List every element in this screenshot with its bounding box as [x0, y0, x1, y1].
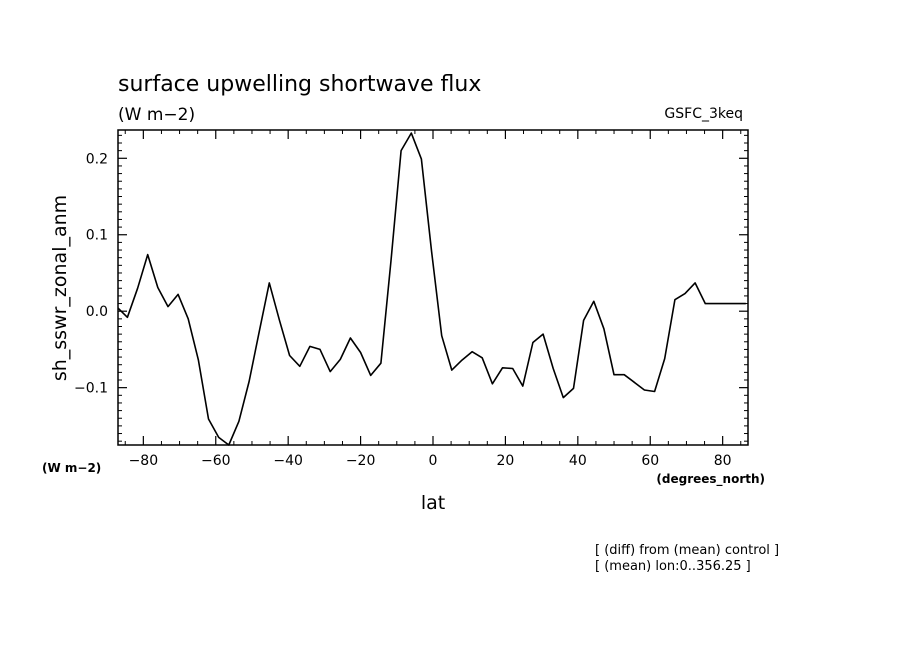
chart-title: surface upwelling shortwave flux: [118, 72, 481, 97]
x-axis-title: lat: [421, 492, 445, 514]
x-tick-label: −60: [201, 453, 231, 469]
x-axis-ticks: [124, 130, 742, 445]
y-tick-label: 0.0: [86, 304, 108, 320]
y-units-label: (W m−2): [42, 461, 101, 475]
x-tick-label: 40: [569, 453, 587, 469]
y-axis-ticks: [118, 134, 748, 442]
x-tick-label: 20: [496, 453, 514, 469]
y-tick-label: 0.2: [86, 151, 108, 167]
y-tick-label: 0.1: [86, 228, 108, 244]
x-units-label: (degrees_north): [656, 472, 765, 487]
source-label: GSFC_3keq: [664, 106, 743, 122]
x-tick-label: 0: [429, 453, 438, 469]
x-tick-label: −20: [346, 453, 376, 469]
plot-frame: [117, 129, 749, 446]
y-tick-label: −0.1: [74, 381, 108, 397]
chart-units-subtitle: (W m−2): [118, 105, 195, 125]
x-tick-label: 80: [714, 453, 732, 469]
series-line: [117, 132, 746, 446]
y-axis-tick-labels: −0.1 0.0 0.1 0.2: [74, 151, 108, 396]
note-diff: [ (diff) from (mean) control ]: [595, 543, 779, 558]
note-mean: [ (mean) lon:0..356.25 ]: [595, 559, 751, 574]
x-tick-label: 60: [641, 453, 659, 469]
y-axis-title: sh_sswr_zonal_anm: [49, 195, 71, 381]
x-axis-tick-labels: −80 −60 −40 −20 0 20 40 60 80: [129, 453, 732, 469]
x-tick-label: −40: [273, 453, 303, 469]
x-tick-label: −80: [129, 453, 159, 469]
